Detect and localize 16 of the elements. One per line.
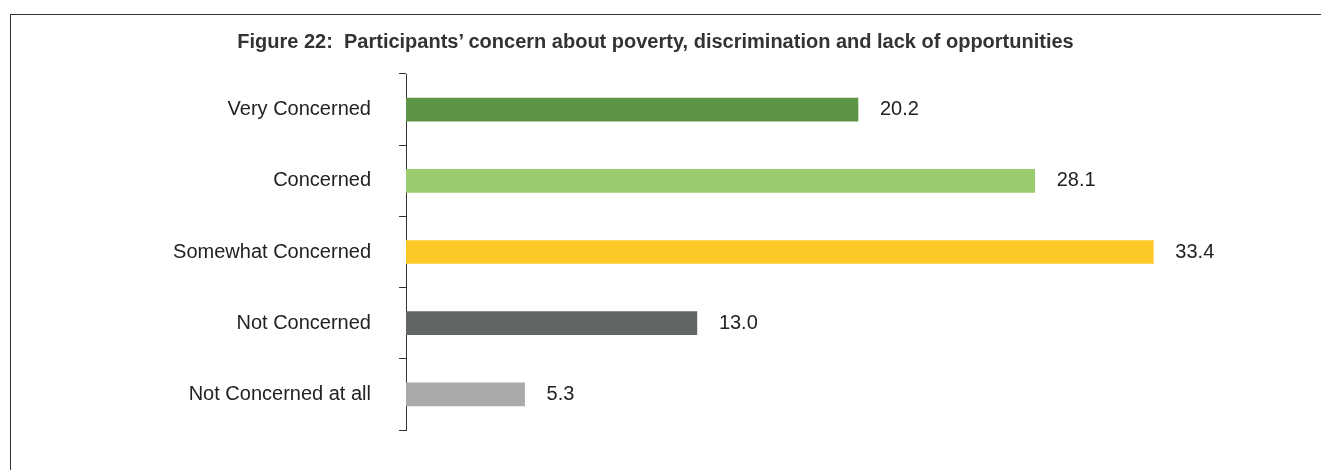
bar [406, 168, 1036, 193]
data-label: 28.1 [1056, 168, 1096, 191]
y-tick-label: Not Concerned at all [188, 381, 371, 404]
data-label: 13.0 [718, 310, 758, 333]
bar [406, 240, 1154, 264]
bar [406, 97, 859, 122]
bar [406, 311, 698, 336]
data-label: 33.4 [1175, 239, 1215, 262]
chart-title: Figure 22: Participants’ concern about poverty, discrimination and lack of opportunities [237, 29, 1074, 52]
data-label: 20.2 [879, 97, 919, 120]
y-tick-label: Somewhat Concerned [173, 239, 371, 262]
data-label: 5.3 [546, 381, 575, 404]
y-tick-label: Concerned [273, 168, 371, 191]
y-tick-label: Not Concerned [236, 310, 371, 333]
y-tick-label: Very Concerned [227, 97, 371, 120]
bar [406, 382, 525, 407]
